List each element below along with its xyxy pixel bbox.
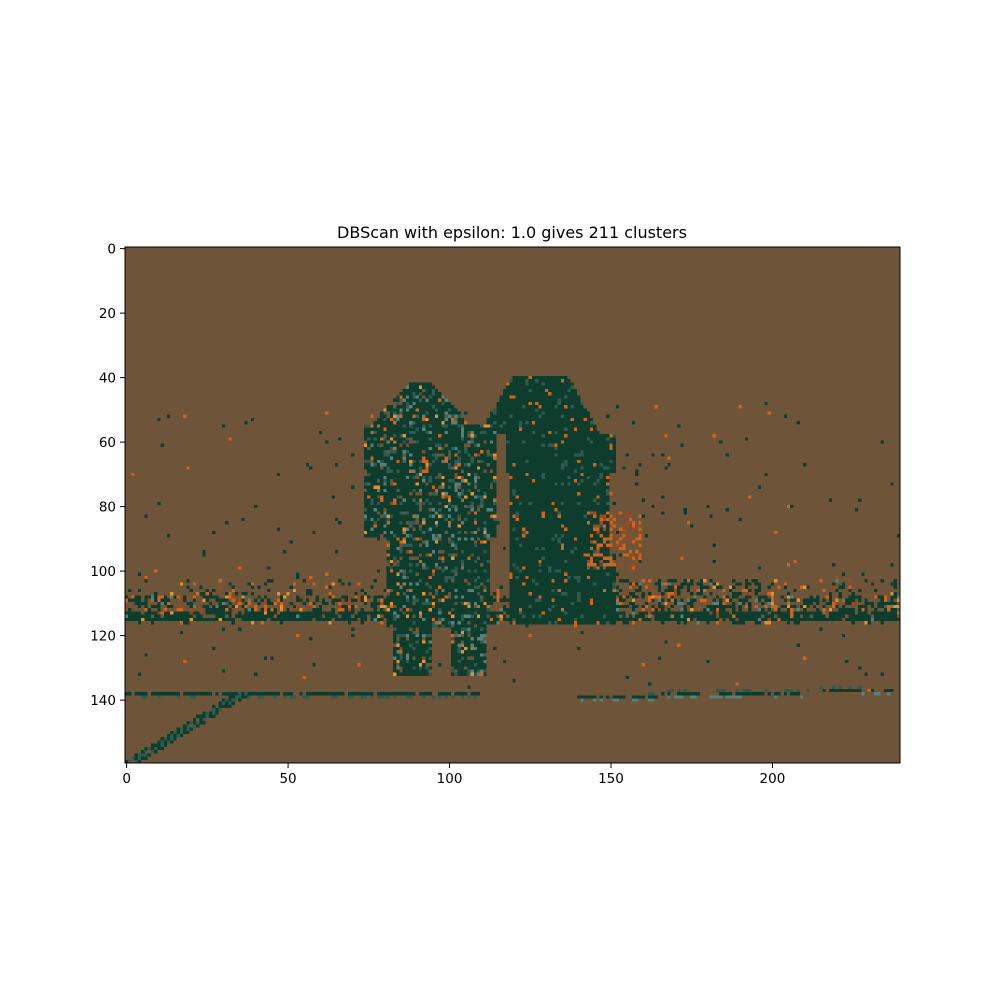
cluster-image — [125, 247, 900, 763]
x-tick-label: 200 — [760, 771, 786, 787]
y-axis: 0 20 40 60 80 100 120 140 — [90, 242, 125, 709]
chart-title: DBScan with epsilon: 1.0 gives 211 clust… — [337, 223, 687, 242]
y-tick-label: 40 — [99, 371, 116, 387]
x-tick-label: 100 — [437, 771, 463, 787]
x-tick-label: 150 — [598, 771, 624, 787]
y-tick-label: 120 — [90, 629, 116, 645]
y-tick-label: 0 — [107, 242, 116, 258]
axes-frame — [124, 246, 901, 764]
y-tick-label: 80 — [99, 500, 116, 516]
x-tick-label: 0 — [122, 771, 131, 787]
x-axis: 0 50 100 150 200 — [122, 763, 785, 787]
y-tick-label: 100 — [90, 564, 116, 580]
y-tick-label: 140 — [90, 693, 116, 709]
y-tick-label: 60 — [99, 435, 116, 451]
y-tick-label: 20 — [99, 306, 116, 322]
cluster-label-raster — [125, 247, 900, 763]
x-tick-label: 50 — [279, 771, 296, 787]
